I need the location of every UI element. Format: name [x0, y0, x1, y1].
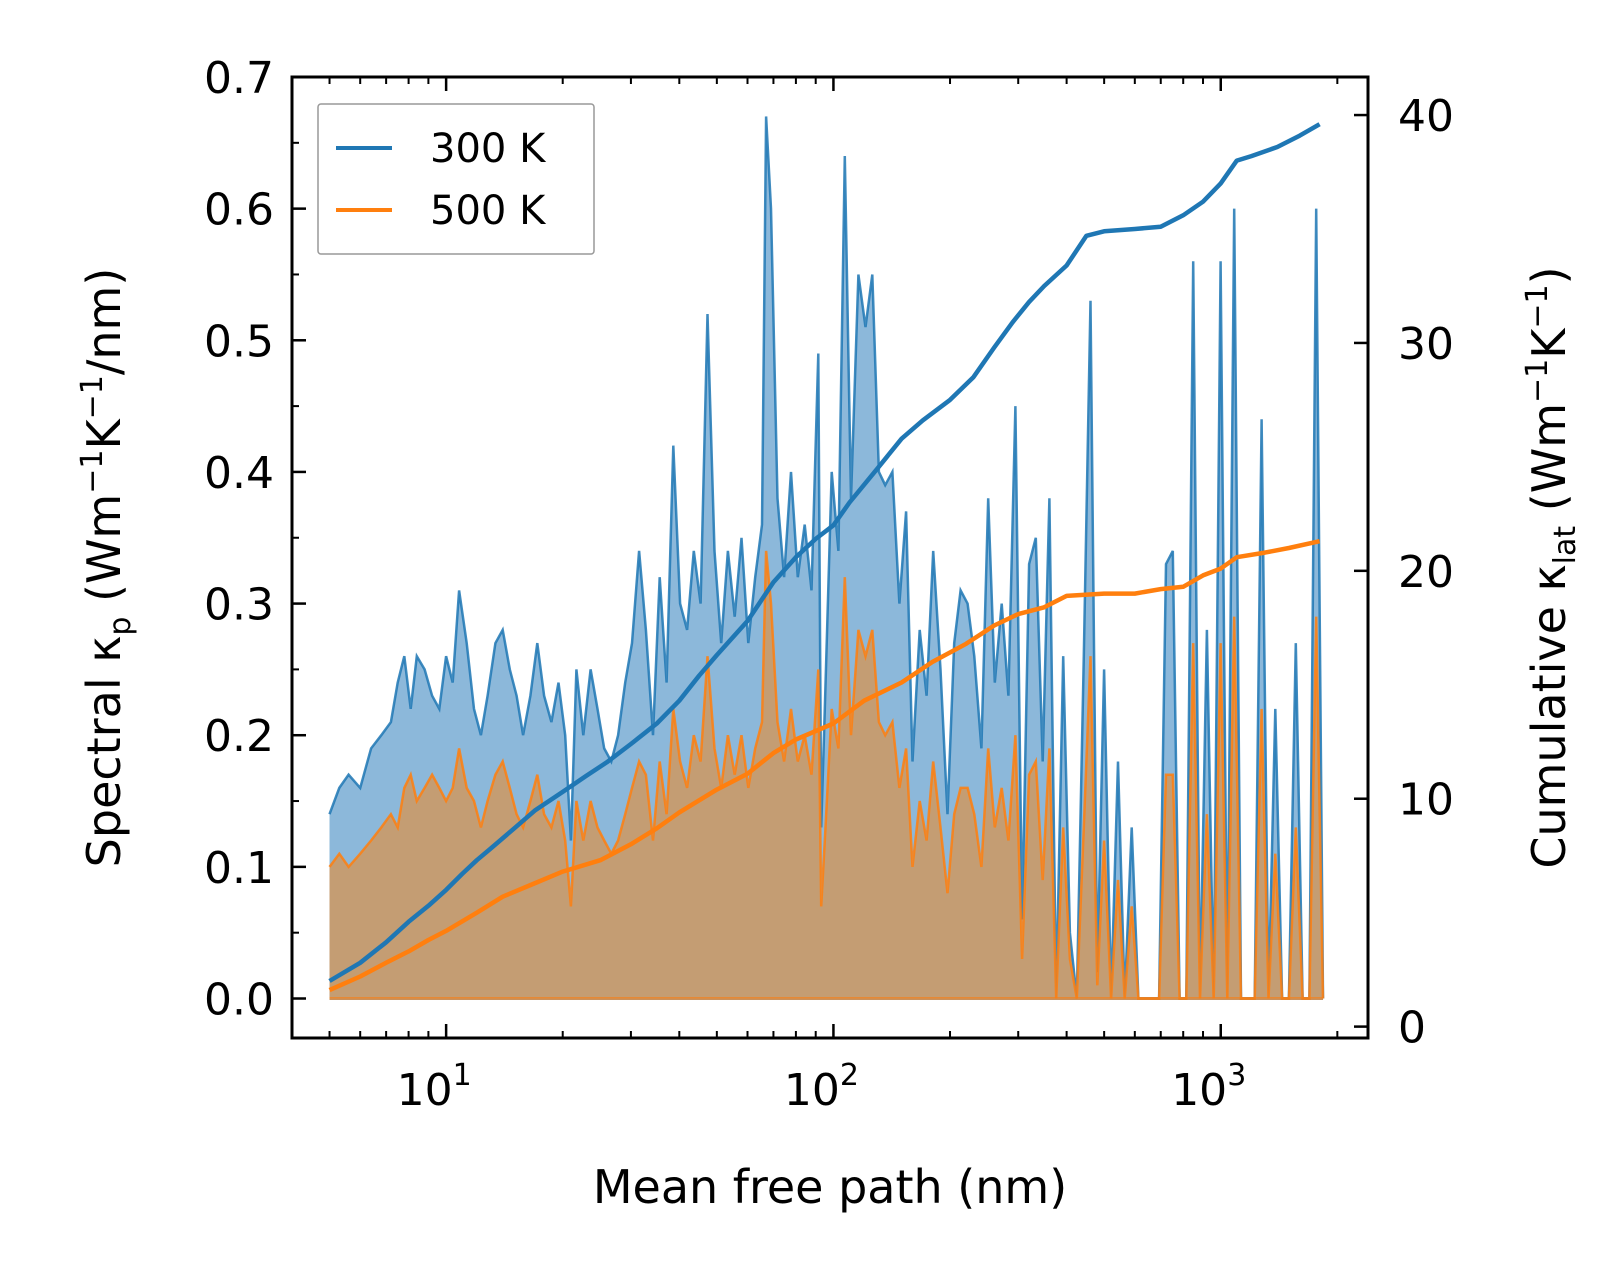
y-left-tick-label: 0.4: [204, 448, 274, 499]
y-left-unit-post: /nm): [77, 268, 131, 375]
x-axis-title: Mean free path (nm): [593, 1160, 1067, 1214]
y-right-main: Cumulative κ: [1522, 564, 1576, 868]
y-right-tick-label: 20: [1398, 547, 1454, 598]
x-tick-exponent: 3: [1227, 1058, 1246, 1093]
legend-label-300K: 300 K: [430, 126, 547, 172]
y-left-tick-label: 0.5: [204, 316, 274, 367]
y-right-tick-label: 0: [1398, 1003, 1426, 1054]
y-left-unit-pre: (Wm: [77, 494, 131, 617]
x-tick-label: 102: [784, 1058, 859, 1116]
x-tick-base: 10: [784, 1065, 840, 1116]
x-tick-label: 103: [1171, 1058, 1246, 1116]
x-tick-base: 10: [1171, 1065, 1227, 1116]
y-right-unit-post: ): [1522, 266, 1576, 284]
legend-box: [317, 103, 595, 255]
y-left-unit-mid: K: [77, 418, 131, 450]
x-tick-label: 101: [397, 1058, 472, 1116]
y-right-tick-label: 40: [1398, 91, 1454, 142]
x-tick-exponent: 1: [453, 1058, 472, 1093]
y-right-sup2: −1: [1520, 284, 1555, 328]
y-left-sup2: −1: [75, 375, 110, 419]
y-left-sup1: −1: [75, 450, 110, 494]
y-left-sub: p: [103, 617, 138, 636]
legend-label-500K: 500 K: [430, 188, 547, 234]
y-right-sub: lat: [1548, 526, 1583, 565]
y-right-sup1: −1: [1520, 359, 1555, 403]
cumulative-line-500K: [328, 539, 1321, 993]
y-left-tick-label: 0.0: [204, 975, 274, 1026]
y-left-tick-label: 0.2: [204, 711, 274, 762]
spectral-area-500K: [329, 550, 1323, 999]
plot-frame: [290, 75, 1370, 1040]
y-left-main: Spectral κ: [77, 636, 131, 868]
axes: 101 102 1030.00.10.20.30.40.50.60.70102030…: [204, 53, 1454, 1116]
legend: 300 K 500 K: [317, 103, 595, 255]
y-left-tick-label: 0.6: [204, 185, 274, 236]
y-right-unit-mid: K: [1522, 327, 1576, 359]
y-right-tick-label: 10: [1398, 775, 1454, 826]
x-tick-base: 10: [397, 1065, 453, 1116]
y-right-tick-label: 30: [1398, 319, 1454, 370]
y-axis-left-title: Spectral κp (Wm−1K−1/nm): [75, 268, 138, 868]
y-right-unit-pre: (Wm: [1522, 403, 1576, 526]
y-left-tick-label: 0.1: [204, 843, 274, 894]
y-axis-right-title: Cumulative κlat (Wm−1K−1): [1520, 266, 1583, 868]
y-left-tick-label: 0.7: [204, 53, 274, 104]
y-left-tick-label: 0.3: [204, 580, 274, 631]
x-tick-exponent: 2: [840, 1058, 859, 1093]
spectral-area-300K: [329, 116, 1323, 999]
cumulative-line-300K: [328, 122, 1321, 983]
plot-area: [328, 116, 1325, 1001]
